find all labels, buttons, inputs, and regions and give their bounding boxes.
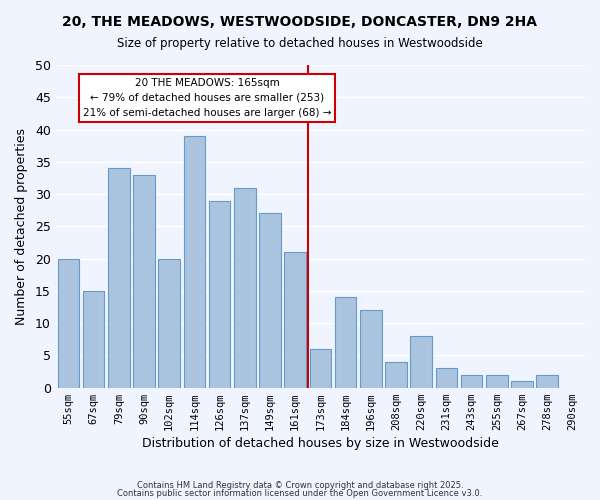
Text: 20, THE MEADOWS, WESTWOODSIDE, DONCASTER, DN9 2HA: 20, THE MEADOWS, WESTWOODSIDE, DONCASTER… [62,15,538,29]
Text: Size of property relative to detached houses in Westwoodside: Size of property relative to detached ho… [117,38,483,51]
Bar [385,362,407,388]
Bar [158,258,180,388]
Bar [58,258,79,388]
Bar [83,291,104,388]
Text: 20 THE MEADOWS: 165sqm
← 79% of detached houses are smaller (253)
21% of semi-de: 20 THE MEADOWS: 165sqm ← 79% of detached… [83,78,331,118]
Bar [511,381,533,388]
Bar [360,310,382,388]
Y-axis label: Number of detached properties: Number of detached properties [15,128,28,325]
Bar [335,298,356,388]
Bar [486,375,508,388]
Bar [284,252,306,388]
Text: Contains public sector information licensed under the Open Government Licence v3: Contains public sector information licen… [118,488,482,498]
Bar [184,136,205,388]
Bar [536,375,558,388]
Bar [133,174,155,388]
Bar [209,200,230,388]
X-axis label: Distribution of detached houses by size in Westwoodside: Distribution of detached houses by size … [142,437,499,450]
Bar [461,375,482,388]
Bar [259,214,281,388]
Bar [410,336,432,388]
Bar [436,368,457,388]
Text: Contains HM Land Registry data © Crown copyright and database right 2025.: Contains HM Land Registry data © Crown c… [137,481,463,490]
Bar [108,168,130,388]
Bar [234,188,256,388]
Bar [310,349,331,388]
